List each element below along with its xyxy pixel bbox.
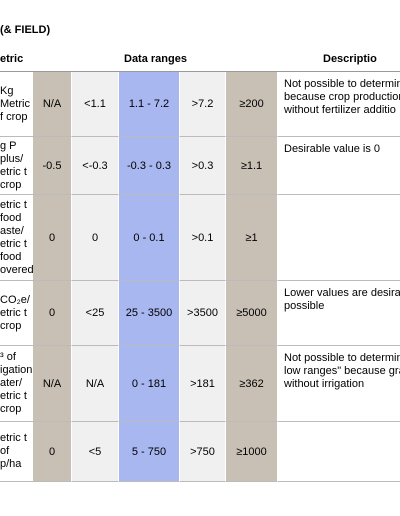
range-cell: N/A <box>33 72 72 137</box>
metric-line: food <box>0 211 22 224</box>
column-header: Descriptio <box>278 47 400 72</box>
metric-line: crop <box>0 178 22 191</box>
column-header: Data ranges <box>33 47 278 72</box>
metric-line: crop <box>0 319 22 332</box>
description-cell: Desirable value is 0 <box>278 137 400 195</box>
description-line: without fertilizer additio <box>284 104 396 116</box>
range-cell: ≥5000 <box>226 281 278 346</box>
range-cell: -0.3 - 0.3 <box>119 137 180 195</box>
range-cell: ≥362 <box>226 346 278 422</box>
title: (& FIELD) <box>0 24 51 36</box>
description-cell: Not possible to determin low ranges" beca… <box>278 346 400 422</box>
metric-line: crop <box>0 403 22 415</box>
metric-line: etric t <box>0 432 27 444</box>
range-cell: -0.5 <box>33 137 72 195</box>
description-line: without irrigation <box>284 378 365 390</box>
metric-line: etric t <box>0 198 27 211</box>
range-cell: <5 <box>72 422 119 482</box>
metric-line: etric t <box>0 306 27 319</box>
description-cell <box>278 422 400 482</box>
metric-cell: CO₂e/etric t crop <box>0 281 33 346</box>
metric-line: overed <box>0 263 34 276</box>
range-cell: <-0.3 <box>72 137 119 195</box>
description-line: Not possible to determin <box>284 78 400 90</box>
metric-line: p/ha <box>0 458 22 470</box>
range-cell: 0 <box>72 195 119 281</box>
range-cell: 0 <box>33 281 72 346</box>
range-cell: 0 - 0.1 <box>119 195 180 281</box>
range-cell: N/A <box>72 346 119 422</box>
description-line: low ranges" because grap <box>284 365 400 377</box>
description-line: Lower values are desirab <box>284 287 400 299</box>
metric-cell: ³ of igation ater/etric t crop <box>0 346 33 422</box>
metric-line: Kg <box>0 84 14 97</box>
metric-line: ³ of <box>0 351 16 363</box>
metric-line: ater/ <box>0 377 23 389</box>
description-line: Not possible to determin <box>284 352 400 364</box>
metric-line: etric t <box>0 390 27 402</box>
column-header: etric <box>0 47 33 72</box>
description-cell: Lower values are desirab possible <box>278 281 400 346</box>
range-cell: <1.1 <box>72 72 119 137</box>
metric-line: of <box>0 445 10 457</box>
range-cell: ≥1.1 <box>226 137 278 195</box>
metric-line: plus/ <box>0 152 24 165</box>
description-cell: Not possible to determin because crop pro… <box>278 72 400 137</box>
metric-line: etric t <box>0 165 27 178</box>
metric-cell: etric t of p/ha <box>0 422 33 482</box>
range-cell: >750 <box>180 422 226 482</box>
range-cell: ≥1000 <box>226 422 278 482</box>
range-cell: 0 - 181 <box>119 346 180 422</box>
range-cell: ≥1 <box>226 195 278 281</box>
range-cell: N/A <box>33 346 72 422</box>
range-cell: 5 - 750 <box>119 422 180 482</box>
metric-line: Metric <box>0 97 30 110</box>
description-line: Desirable value is 0 <box>284 143 380 155</box>
metric-line: food <box>0 250 22 263</box>
metric-line: aste/ <box>0 224 24 237</box>
range-cell: >181 <box>180 346 226 422</box>
range-cell: >7.2 <box>180 72 226 137</box>
description-line: because crop production <box>284 91 400 103</box>
range-cell: 25 - 3500 <box>119 281 180 346</box>
metric-line: f crop <box>0 110 28 123</box>
metric-cell: Kg Metric f crop <box>0 72 33 137</box>
description-line: possible <box>284 300 325 312</box>
range-cell: >0.1 <box>180 195 226 281</box>
metric-line: CO₂e/ <box>0 293 30 306</box>
range-cell: ≥200 <box>226 72 278 137</box>
metric-cell: etric t food aste/etric t food overed <box>0 195 34 281</box>
range-cell: >0.3 <box>180 137 226 195</box>
range-cell: >3500 <box>180 281 226 346</box>
metric-line: g P <box>0 139 17 152</box>
metric-line: igation <box>0 364 33 376</box>
metric-line: etric t <box>0 237 27 250</box>
range-cell: 0 <box>33 195 72 281</box>
range-cell: 0 <box>33 422 72 482</box>
description-cell <box>278 195 400 281</box>
range-cell: 1.1 - 7.2 <box>119 72 180 137</box>
range-cell: <25 <box>72 281 119 346</box>
